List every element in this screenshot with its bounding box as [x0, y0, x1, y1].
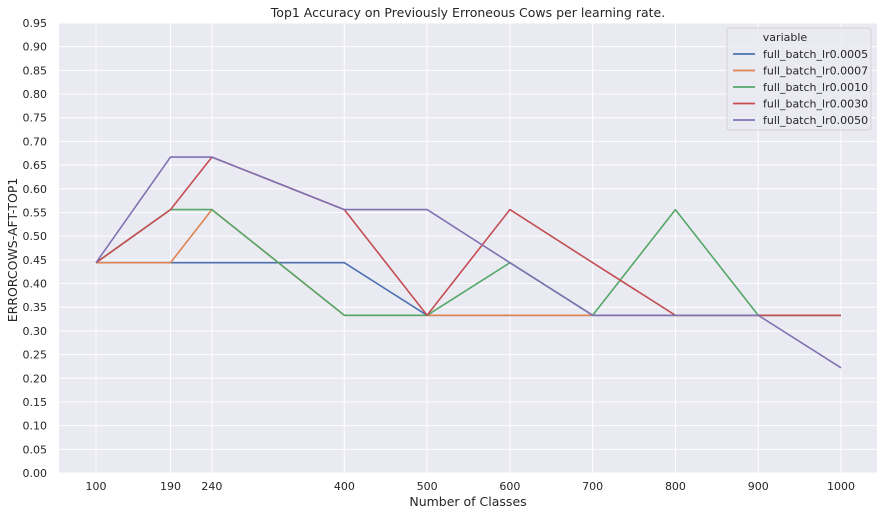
legend-box — [726, 27, 872, 131]
y-tick-label: 0.55 — [23, 206, 48, 219]
y-tick-label: 0.85 — [23, 64, 48, 77]
y-tick-label: 0.10 — [23, 420, 48, 433]
series-line-3 — [95, 208, 841, 317]
y-tick-label: 0.05 — [23, 443, 48, 456]
x-tick-label: 100 — [86, 480, 107, 493]
x-tick-label: 700 — [582, 480, 603, 493]
series-lines — [95, 156, 842, 369]
y-tick-label: 0.25 — [23, 349, 48, 362]
y-tick-label: 0.80 — [23, 88, 48, 101]
y-tick-label: 0.35 — [23, 301, 48, 314]
legend-entry: full_batch_lr0.0050 — [763, 114, 868, 127]
y-tick-label: 0.75 — [23, 112, 48, 125]
x-tick-label: 500 — [417, 480, 438, 493]
y-tick-label: 0.60 — [23, 183, 48, 196]
y-tick-label: 0.45 — [23, 254, 48, 267]
x-tick-labels: 100 190 240 400 500 600 700 800 900 1000 — [86, 480, 856, 493]
legend-title: variable — [763, 31, 808, 44]
y-tick-label: 0.40 — [23, 278, 48, 291]
y-axis-label: ERRORCOWS-AFT-TOP1 — [5, 178, 20, 323]
y-tick-label: 0.90 — [23, 41, 48, 54]
legend-entry: full_batch_lr0.0005 — [763, 48, 868, 61]
y-tick-labels: 0.00 0.05 0.10 0.15 0.20 0.25 0.30 0.35 0.40 0.45… — [23, 17, 48, 480]
x-tick-label: 240 — [201, 480, 222, 493]
series-line-5 — [95, 156, 842, 369]
x-tick-label: 900 — [748, 480, 769, 493]
chart-title: Top1 Accuracy on Previously Erroneous Co… — [270, 5, 665, 20]
y-tick-label: 0.20 — [23, 372, 48, 385]
y-tick-label: 0.70 — [23, 135, 48, 148]
y-tick-label: 0.95 — [23, 17, 48, 30]
x-tick-label: 400 — [334, 480, 355, 493]
x-tick-label: 600 — [499, 480, 520, 493]
x-tick-label: 190 — [160, 480, 181, 493]
x-tick-label: 800 — [665, 480, 686, 493]
y-tick-label: 0.65 — [23, 159, 48, 172]
y-tick-label: 0.50 — [23, 230, 48, 243]
x-tick-label: 1000 — [827, 480, 855, 493]
y-tick-label: 0.15 — [23, 396, 48, 409]
legend-entry: full_batch_lr0.0030 — [763, 98, 868, 111]
x-axis-label: Number of Classes — [409, 494, 526, 509]
y-tick-label: 0.00 — [23, 467, 48, 480]
legend-entry: full_batch_lr0.0010 — [763, 81, 868, 94]
y-tick-label: 0.30 — [23, 325, 48, 338]
legend: variable full_batch_lr0.0005 full_batch_l… — [726, 27, 872, 131]
legend-entry: full_batch_lr0.0007 — [763, 65, 868, 78]
